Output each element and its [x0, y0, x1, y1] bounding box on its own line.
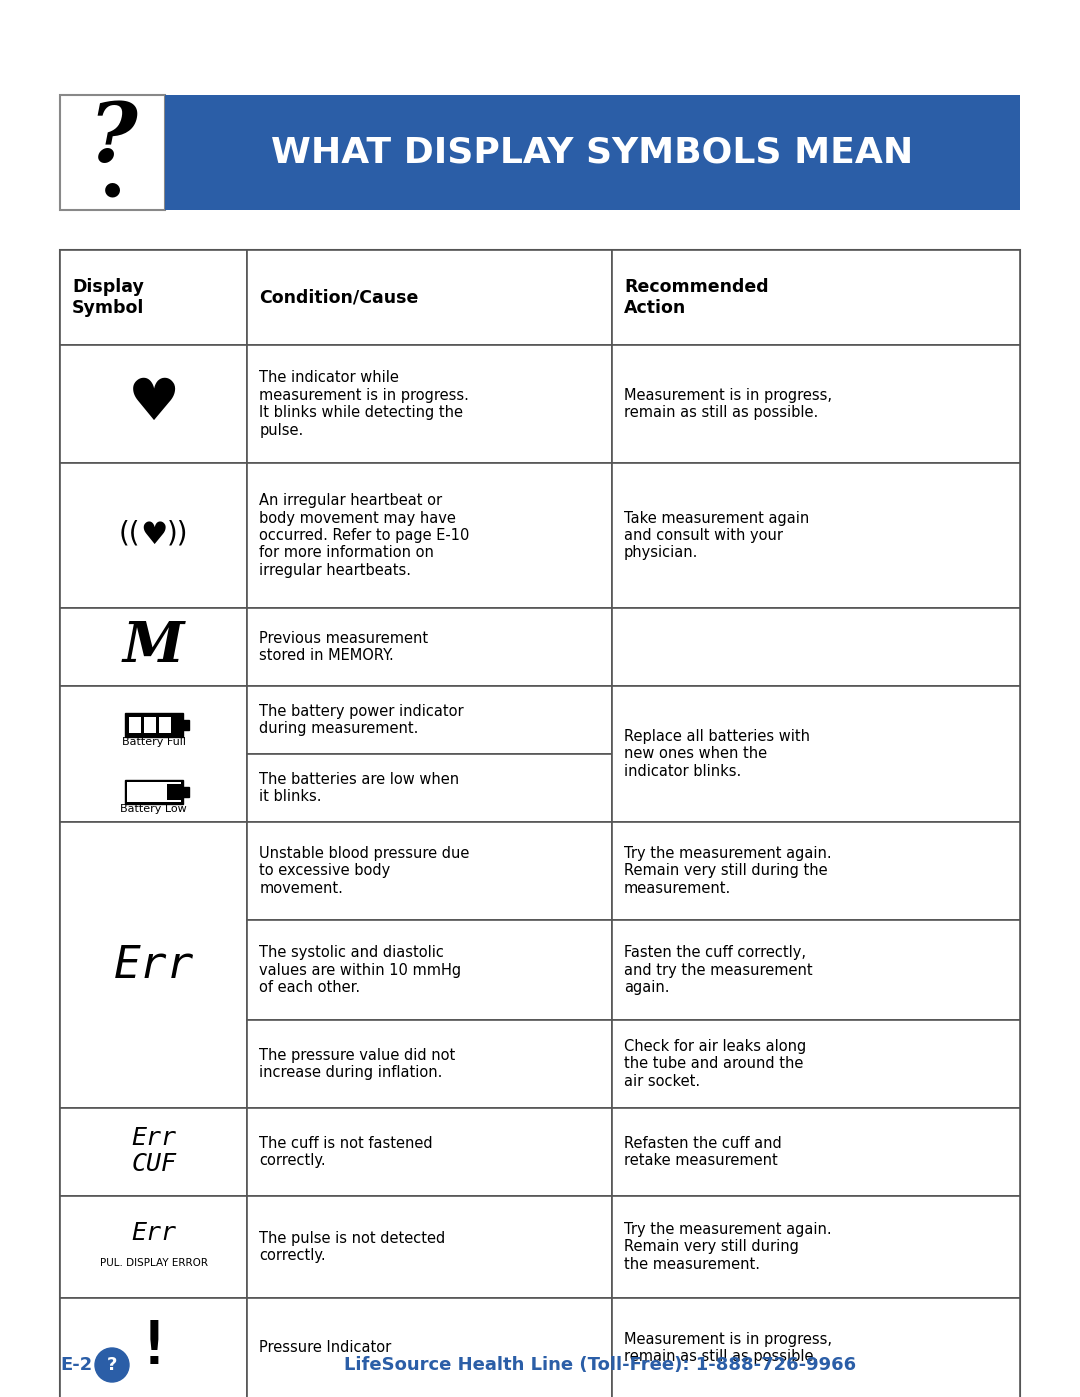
Bar — [124, 712, 183, 738]
Text: Try the measurement again.
Remain very still during
the measurement.: Try the measurement again. Remain very s… — [624, 1222, 832, 1271]
Bar — [612, 608, 1020, 686]
Bar — [60, 95, 165, 210]
Text: ?: ? — [107, 1356, 118, 1375]
Text: ((: (( — [119, 520, 140, 548]
Text: Condition/Cause: Condition/Cause — [259, 289, 419, 306]
Bar — [60, 250, 1020, 1397]
Text: WHAT DISPLAY SYMBOLS MEAN: WHAT DISPLAY SYMBOLS MEAN — [271, 136, 914, 169]
Circle shape — [95, 1348, 129, 1382]
Text: Measurement is in progress,
remain as still as possible.: Measurement is in progress, remain as st… — [624, 1331, 832, 1365]
Bar — [247, 250, 612, 345]
Text: !: ! — [135, 1319, 172, 1377]
Bar — [60, 821, 247, 1108]
Bar — [183, 719, 189, 731]
Bar — [612, 921, 1020, 1020]
Bar — [159, 717, 171, 733]
Bar — [60, 345, 247, 462]
Text: CUF: CUF — [131, 1153, 176, 1176]
Bar — [247, 1196, 612, 1298]
Bar — [612, 686, 1020, 821]
Bar — [247, 821, 612, 921]
Text: The battery power indicator
during measurement.: The battery power indicator during measu… — [259, 704, 463, 736]
Bar — [126, 715, 180, 735]
Text: Measurement is in progress,
remain as still as possible.: Measurement is in progress, remain as st… — [624, 388, 832, 420]
Bar — [60, 1298, 247, 1397]
Text: Pressure Indicator: Pressure Indicator — [259, 1341, 391, 1355]
Text: The pulse is not detected
correctly.: The pulse is not detected correctly. — [259, 1231, 445, 1263]
Bar — [612, 1020, 1020, 1108]
Bar — [247, 608, 612, 686]
Text: Err: Err — [131, 1221, 176, 1245]
Bar — [183, 787, 189, 798]
Text: LifeSource Health Line (Toll-Free): 1-888-726-9966: LifeSource Health Line (Toll-Free): 1-88… — [343, 1356, 856, 1375]
Bar — [612, 250, 1020, 345]
Text: Err: Err — [113, 943, 193, 986]
Bar — [60, 1196, 247, 1298]
Text: The cuff is not fastened
correctly.: The cuff is not fastened correctly. — [259, 1136, 433, 1168]
Text: )): )) — [166, 520, 188, 548]
Bar — [60, 250, 247, 345]
Text: Battery Low: Battery Low — [120, 805, 187, 814]
Text: The pressure value did not
increase during inflation.: The pressure value did not increase duri… — [259, 1048, 456, 1080]
Bar — [60, 686, 247, 821]
Bar — [247, 754, 612, 821]
Bar — [612, 345, 1020, 462]
Text: ?: ? — [89, 99, 137, 179]
Bar — [129, 717, 140, 733]
Bar — [612, 462, 1020, 608]
Bar — [612, 1108, 1020, 1196]
Text: ♥: ♥ — [127, 376, 179, 433]
Text: The batteries are low when
it blinks.: The batteries are low when it blinks. — [259, 771, 459, 805]
Bar — [247, 686, 612, 754]
Bar — [612, 1196, 1020, 1298]
Text: An irregular heartbeat or
body movement may have
occurred. Refer to page E-10
fo: An irregular heartbeat or body movement … — [259, 493, 470, 578]
Text: M: M — [123, 619, 185, 675]
Text: Fasten the cuff correctly,
and try the measurement
again.: Fasten the cuff correctly, and try the m… — [624, 946, 812, 995]
Bar — [60, 462, 247, 608]
Bar — [247, 1020, 612, 1108]
Text: Replace all batteries with
new ones when the
indicator blinks.: Replace all batteries with new ones when… — [624, 729, 810, 780]
Text: Recommended
Action: Recommended Action — [624, 278, 769, 317]
Bar — [144, 717, 156, 733]
Text: Display
Symbol: Display Symbol — [72, 278, 145, 317]
Bar — [247, 345, 612, 462]
Bar — [247, 1108, 612, 1196]
Text: E-2: E-2 — [60, 1356, 92, 1375]
Text: PUL. DISPLAY ERROR: PUL. DISPLAY ERROR — [99, 1259, 207, 1268]
Text: The systolic and diastolic
values are within 10 mmHg
of each other.: The systolic and diastolic values are wi… — [259, 946, 461, 995]
Text: Previous measurement
stored in MEMORY.: Previous measurement stored in MEMORY. — [259, 631, 429, 664]
Text: Unstable blood pressure due
to excessive body
movement.: Unstable blood pressure due to excessive… — [259, 847, 470, 895]
Bar — [247, 462, 612, 608]
Bar — [166, 784, 180, 800]
Text: Refasten the cuff and
retake measurement: Refasten the cuff and retake measurement — [624, 1136, 782, 1168]
Bar — [247, 921, 612, 1020]
Text: Check for air leaks along
the tube and around the
air socket.: Check for air leaks along the tube and a… — [624, 1039, 807, 1088]
Bar — [60, 1108, 247, 1196]
Bar — [247, 1298, 612, 1397]
Bar — [612, 1298, 1020, 1397]
Text: Take measurement again
and consult with your
physician.: Take measurement again and consult with … — [624, 510, 809, 560]
Bar — [612, 821, 1020, 921]
Bar — [60, 608, 247, 686]
Bar — [126, 782, 180, 802]
Text: ●: ● — [104, 180, 121, 198]
Text: Err: Err — [131, 1126, 176, 1150]
Text: Battery Full: Battery Full — [122, 738, 186, 747]
Text: ♥: ♥ — [140, 521, 167, 550]
Text: The indicator while
measurement is in progress.
It blinks while detecting the
pu: The indicator while measurement is in pr… — [259, 370, 469, 437]
Bar — [165, 95, 1020, 210]
Text: Try the measurement again.
Remain very still during the
measurement.: Try the measurement again. Remain very s… — [624, 847, 832, 895]
Bar — [124, 780, 183, 805]
